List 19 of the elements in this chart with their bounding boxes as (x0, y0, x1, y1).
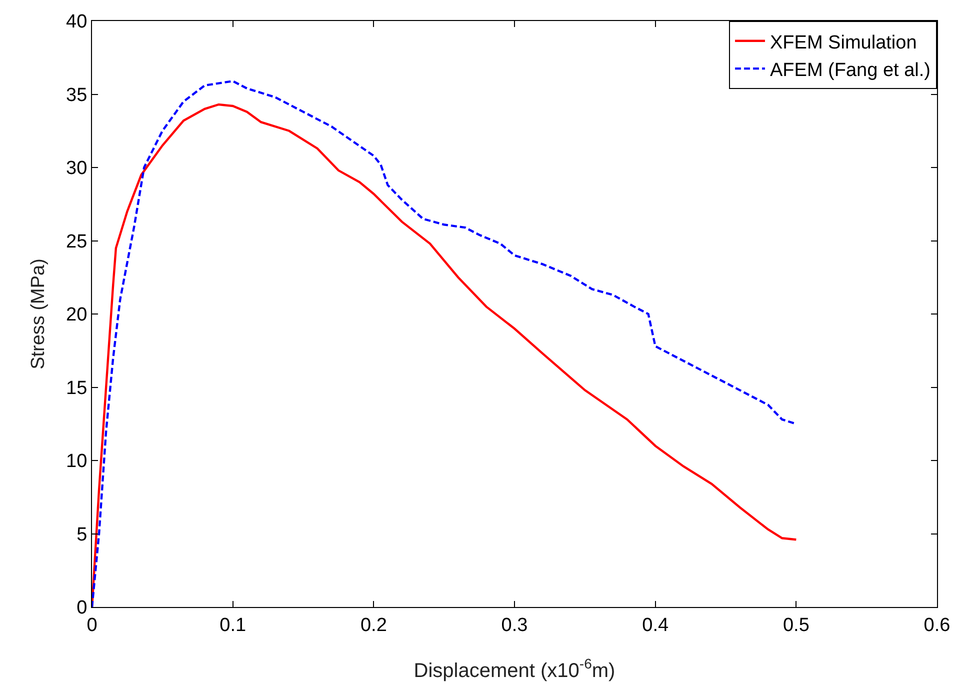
y-tick-label: 35 (66, 84, 88, 106)
x-tick-label: 0.4 (642, 614, 669, 636)
y-axis-title: Stress (MPa) (28, 258, 49, 370)
y-tick-label: 5 (76, 524, 88, 546)
x-tick-label: 0.1 (220, 614, 246, 636)
x-tick-label: 0.6 (924, 614, 950, 636)
y-tick-label: 15 (66, 378, 88, 399)
y-tick-label: 10 (66, 451, 88, 472)
x-axis-title: Displacement (x10$^{-6}$m) (414, 656, 616, 682)
x-tick-label: 0.3 (501, 614, 528, 636)
legend-label: AFEM (Fang et al.) (770, 60, 930, 81)
y-tick-label: 30 (66, 158, 88, 180)
y-tick-label: 20 (66, 304, 88, 326)
y-tick-label: 0 (76, 598, 88, 619)
y-tick-label: 25 (66, 231, 88, 252)
y-tick-label: 40 (66, 12, 88, 33)
legend-label: XFEM Simulation (770, 32, 917, 54)
x-tick-label: 0.2 (360, 614, 387, 636)
x-tick-label: 0.5 (782, 614, 810, 636)
